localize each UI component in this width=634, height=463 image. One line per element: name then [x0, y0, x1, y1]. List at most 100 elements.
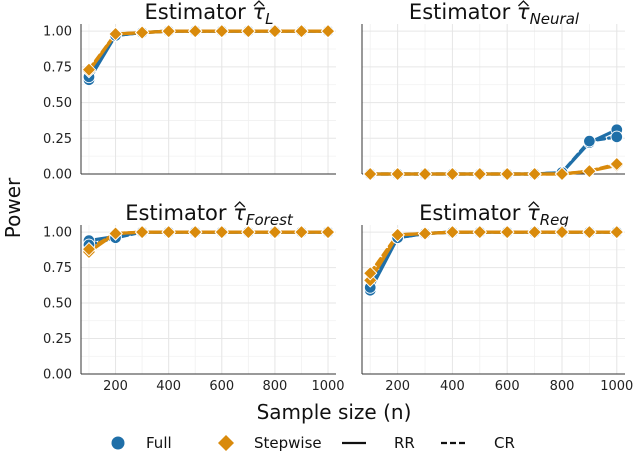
- data-point-stepwise: [241, 23, 256, 39]
- data-point-stepwise: [472, 166, 488, 182]
- series-line-stepwise-cr: [87, 29, 330, 72]
- data-point-stepwise: [582, 224, 597, 240]
- data-point-stepwise: [499, 224, 515, 240]
- data-point-full: [610, 130, 624, 144]
- y-tick-label: 0.75: [43, 261, 72, 276]
- data-point-stepwise: [134, 25, 150, 40]
- panel-title-symbol: τ: [527, 201, 540, 225]
- legend-label: RR: [394, 434, 415, 452]
- panel-title: Estimator τNeural: [409, 0, 580, 28]
- y-tick-label: 0.25: [43, 132, 72, 147]
- series-line-full-cr: [87, 29, 330, 79]
- legend-item-rr: RR: [342, 434, 415, 452]
- legend-diamond-marker: [218, 435, 234, 451]
- data-point-stepwise: [582, 163, 597, 179]
- data-point-stepwise: [214, 23, 230, 39]
- x-tick-label: 1000: [600, 379, 633, 394]
- hat-accent: [253, 0, 265, 7]
- y-tick-label: 0.00: [43, 168, 72, 183]
- x-tick-label: 200: [103, 379, 128, 394]
- data-point-stepwise: [445, 224, 460, 240]
- data-point-stepwise: [320, 23, 336, 39]
- data-point-stepwise: [445, 166, 460, 182]
- panel-title-symbol: τ: [517, 0, 530, 24]
- data-point-stepwise: [81, 62, 97, 77]
- panel-title: Estimator τForest: [125, 201, 294, 229]
- panel-title-prefix: Estimator: [419, 201, 527, 225]
- panel-2: Estimator τNeural: [361, 0, 625, 182]
- x-tick-label: 1000: [311, 379, 344, 394]
- data-point-stepwise: [417, 226, 433, 241]
- legend: Full Stepwise RR CR: [111, 434, 515, 452]
- data-point-stepwise: [81, 241, 97, 257]
- data-point-stepwise: [214, 224, 230, 240]
- data-point-stepwise: [187, 23, 203, 39]
- panel-title-symbol: τ: [252, 0, 265, 24]
- x-tick-label: 200: [385, 379, 410, 394]
- x-tick-label: 800: [550, 379, 575, 394]
- data-point-stepwise: [554, 224, 570, 240]
- legend-circle-marker: [111, 436, 125, 450]
- legend-item-stepwise: Stepwise: [218, 434, 322, 452]
- panel-1: Estimator τL 0.00 0.25 0.50 0.75 1.00: [43, 0, 336, 183]
- data-point-stepwise: [267, 224, 283, 240]
- data-point-stepwise: [134, 224, 150, 240]
- y-tick-label: 0.75: [43, 60, 72, 75]
- panel-title-prefix: Estimator: [125, 201, 233, 225]
- y-tick-label: 1.00: [43, 226, 72, 241]
- series-line-stepwise-rr: [368, 230, 619, 282]
- legend-label: Full: [146, 434, 172, 452]
- series-line-full-rr: [368, 230, 619, 292]
- data-point-stepwise: [527, 166, 542, 182]
- legend-label: CR: [494, 434, 515, 452]
- y-tick-label: 0.00: [43, 368, 72, 383]
- data-point-stepwise: [472, 224, 488, 240]
- panel-title-subscript: Neural: [530, 10, 580, 28]
- data-point-full: [583, 134, 596, 148]
- data-point-stepwise: [390, 166, 405, 182]
- x-tick-label: 600: [495, 379, 520, 394]
- hat-accent: [234, 201, 246, 208]
- data-point-stepwise: [187, 224, 203, 240]
- legend-label: Stepwise: [254, 434, 322, 452]
- y-axis-label: Power: [1, 177, 25, 238]
- data-point-stepwise: [417, 166, 433, 182]
- series-line-stepwise-cr: [368, 230, 619, 275]
- series-line-full-cr: [368, 230, 619, 289]
- x-tick-label: 400: [440, 379, 465, 394]
- y-tick-label: 0.50: [43, 297, 72, 312]
- y-tick-label: 0.25: [43, 332, 72, 347]
- panel-title-subscript: Forest: [246, 211, 294, 229]
- data-point-stepwise: [161, 224, 176, 240]
- x-tick-label: 800: [262, 379, 287, 394]
- series-line-stepwise-rr: [87, 29, 330, 73]
- panel-title-prefix: Estimator: [409, 0, 517, 24]
- x-axis-label: Sample size (n): [257, 400, 412, 424]
- data-point-stepwise: [362, 266, 378, 281]
- panel-title: Estimator τL: [144, 0, 273, 28]
- panel-title: Estimator τReg: [419, 201, 569, 229]
- data-point-stepwise: [108, 226, 123, 241]
- data-point-stepwise: [362, 166, 378, 182]
- data-point-stepwise: [294, 224, 309, 240]
- data-point-stepwise: [294, 23, 309, 39]
- data-point-stepwise: [241, 224, 256, 240]
- x-tick-label: 400: [156, 379, 181, 394]
- series-line-stepwise-cr: [368, 162, 619, 176]
- hat-accent: [528, 201, 540, 208]
- panel-title-subscript: L: [265, 10, 273, 28]
- series-line-stepwise-cr: [87, 230, 330, 251]
- panel-3: Estimator τForest 0.00 0.25 0.50 0.75 1.00 200…: [43, 201, 345, 394]
- panel-title-symbol: τ: [233, 201, 246, 225]
- data-point-stepwise: [499, 166, 515, 182]
- data-point-stepwise: [108, 26, 123, 42]
- panel-title-prefix: Estimator: [144, 0, 252, 24]
- data-point-stepwise: [527, 224, 542, 240]
- data-point-stepwise: [161, 23, 176, 39]
- y-tick-label: 1.00: [43, 25, 72, 40]
- hat-accent: [517, 0, 529, 7]
- y-tick-label: 0.50: [43, 96, 72, 111]
- panel-title-subscript: Reg: [540, 211, 569, 229]
- data-point-stepwise: [267, 23, 283, 39]
